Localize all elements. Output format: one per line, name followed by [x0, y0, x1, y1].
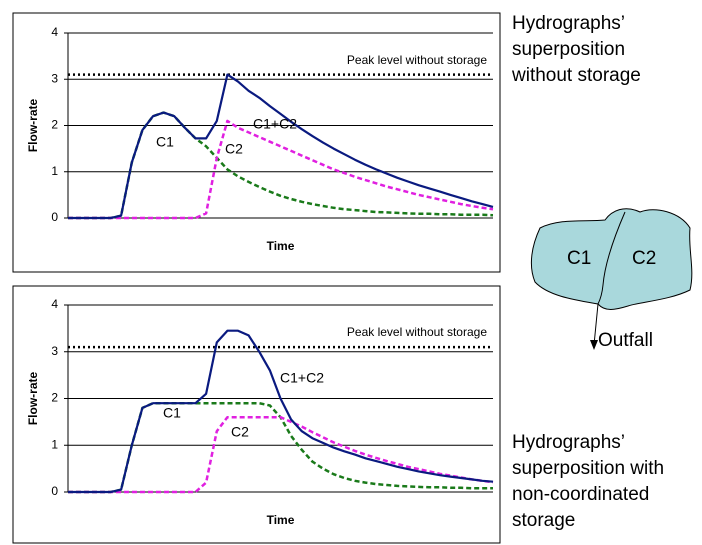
reference-label: Peak level without storage: [347, 325, 487, 339]
y-tick-label: 3: [51, 344, 58, 358]
x-axis-label: Time: [267, 239, 295, 253]
chart-frame: [12, 285, 501, 544]
outfall-arrow: [593, 303, 599, 346]
caption-line: superposition with: [512, 458, 664, 479]
diagram-label: Outfall: [598, 330, 653, 351]
y-tick-label: 0: [51, 484, 58, 498]
series-label: C2: [231, 424, 249, 440]
catchment: [530, 208, 693, 310]
series-line: [68, 73, 494, 220]
reference-label: Peak level without storage: [347, 53, 487, 67]
series-label: C1+C2: [253, 116, 297, 132]
series-label: C1: [163, 405, 181, 421]
chart-frame: [12, 12, 501, 273]
caption-line: storage: [512, 510, 575, 531]
caption-line: superposition: [512, 39, 625, 60]
y-tick-label: 3: [51, 71, 58, 85]
series-label: C1: [156, 134, 174, 150]
y-tick-label: 0: [51, 210, 58, 224]
y-axis-label: Flow-rate: [26, 372, 40, 426]
caption-line: without storage: [511, 65, 641, 86]
series-line: [68, 119, 494, 220]
series-line: [68, 415, 494, 494]
y-tick-label: 4: [51, 25, 58, 39]
divide: [597, 211, 626, 305]
y-tick-label: 1: [51, 437, 58, 451]
caption-line: Hydrographs’: [512, 432, 625, 453]
diagram-label: C1: [567, 248, 591, 269]
x-axis-label: Time: [267, 513, 295, 527]
series-label: C1+C2: [280, 370, 324, 386]
series-line: [68, 329, 494, 494]
y-axis-label: Flow-rate: [26, 99, 40, 153]
y-tick-label: 4: [51, 297, 58, 311]
y-tick-label: 1: [51, 164, 58, 178]
arrow-head: [590, 340, 598, 350]
y-tick-label: 2: [51, 391, 58, 405]
caption-line: Hydrographs’: [512, 13, 625, 34]
series-label: C2: [225, 141, 243, 157]
y-tick-label: 2: [51, 118, 58, 132]
diagram-label: C2: [632, 248, 656, 269]
caption-line: non-coordinated: [512, 484, 649, 505]
